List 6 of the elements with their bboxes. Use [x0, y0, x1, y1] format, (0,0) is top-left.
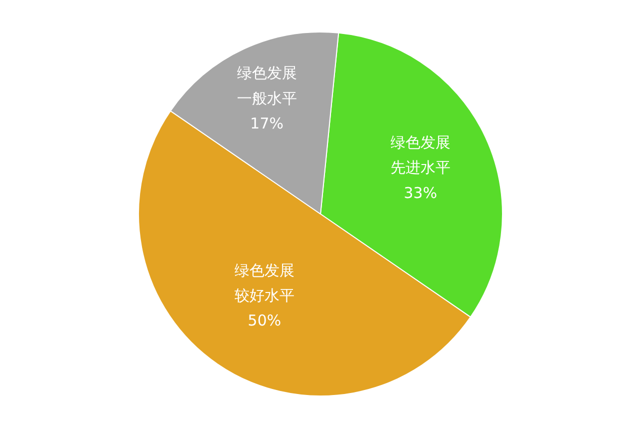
slice-label: 绿色发展一般水平 [236, 64, 297, 108]
slice-label: 绿色发展较好水平 [234, 261, 294, 305]
data-label: 33% [404, 184, 438, 202]
data-label: 17% [250, 114, 284, 133]
data-label: 50% [248, 312, 282, 330]
slice-label: 绿色发展先进水平 [390, 133, 450, 177]
